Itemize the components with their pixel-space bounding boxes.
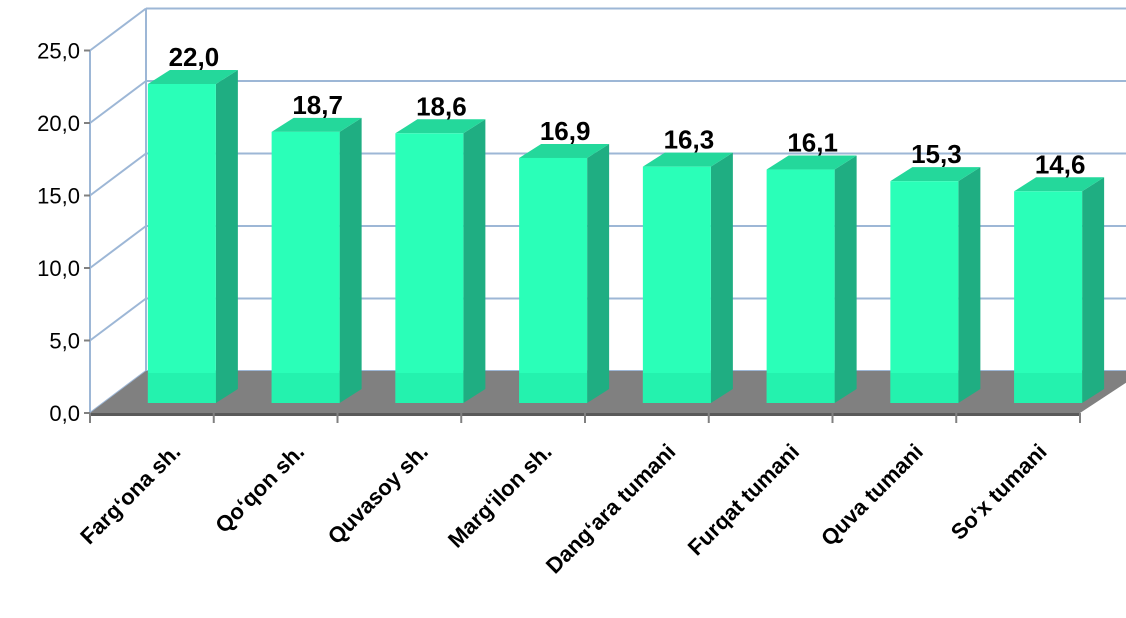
bar-top bbox=[1014, 177, 1105, 192]
data-label: 22,0 bbox=[169, 42, 220, 72]
bar-base-shade bbox=[147, 373, 216, 403]
bar-side bbox=[463, 119, 486, 404]
bar-front bbox=[395, 133, 464, 404]
bar-side bbox=[710, 152, 733, 403]
bar-top bbox=[147, 70, 238, 84]
bar-base-shade bbox=[395, 373, 464, 403]
y-tick-label: 5,0 bbox=[49, 329, 80, 354]
x-axis: Farg‘ona sh. Qo‘qon sh. Quvasoy sh. Marg‘il… bbox=[75, 413, 1081, 579]
data-label: 18,7 bbox=[292, 90, 343, 120]
category-label: So‘x tumani bbox=[946, 439, 1052, 545]
data-label: 16,3 bbox=[664, 125, 715, 155]
bar-front bbox=[642, 166, 711, 403]
bar-side bbox=[587, 143, 610, 403]
y-tick-label: 15,0 bbox=[37, 184, 80, 209]
bar-top bbox=[519, 143, 610, 158]
bar bbox=[271, 117, 362, 403]
y-tick-label: 20,0 bbox=[37, 111, 80, 136]
side-wall-gridline bbox=[89, 152, 147, 197]
category-label: Dang‘ara tumani bbox=[541, 439, 681, 579]
category-label: Farg‘ona sh. bbox=[75, 439, 185, 549]
y-axis: 0,0 5,0 10,0 15,0 20,0 25,0 bbox=[37, 39, 90, 426]
bar-base-shade bbox=[519, 373, 588, 403]
bar-front bbox=[1014, 191, 1083, 403]
data-labels: 22,0 18,7 18,6 16,9 16,3 16,1 15,3 14,6 bbox=[169, 42, 1086, 179]
y-tick-label: 25,0 bbox=[37, 39, 80, 64]
bar bbox=[519, 143, 610, 403]
bar-side bbox=[339, 117, 362, 403]
bar-base-shade bbox=[642, 373, 711, 403]
bar-front bbox=[890, 181, 959, 403]
category-label: Qo‘qon sh. bbox=[210, 439, 309, 538]
bar bbox=[766, 155, 857, 403]
bar-front bbox=[766, 169, 835, 403]
data-label: 18,6 bbox=[416, 91, 467, 121]
bar bbox=[890, 167, 981, 403]
side-wall-gridline bbox=[89, 297, 147, 342]
data-label: 14,6 bbox=[1035, 149, 1086, 179]
side-wall-gridline bbox=[89, 7, 147, 52]
bar-side bbox=[1082, 177, 1105, 403]
bar-front bbox=[519, 157, 588, 403]
data-label: 16,1 bbox=[787, 128, 838, 158]
bar bbox=[642, 152, 733, 403]
category-label: Quva tumani bbox=[816, 439, 928, 551]
bar bbox=[147, 70, 238, 403]
bar-front bbox=[147, 84, 216, 403]
bar-top bbox=[766, 155, 857, 170]
data-label: 16,9 bbox=[540, 116, 591, 146]
data-label: 15,3 bbox=[911, 139, 962, 169]
bar-top bbox=[642, 152, 733, 167]
bar-top bbox=[395, 119, 486, 134]
bar-front bbox=[271, 131, 340, 403]
category-label: Furqat tumani bbox=[683, 439, 804, 560]
bar-top bbox=[890, 167, 981, 182]
bar bbox=[395, 119, 486, 404]
category-label: Marg‘ilon sh. bbox=[443, 439, 557, 553]
bar-base-shade bbox=[1014, 373, 1083, 403]
side-wall-gridline bbox=[89, 225, 147, 269]
bar-top bbox=[271, 117, 362, 132]
bar-side bbox=[958, 167, 981, 403]
category-label: Quvasoy sh. bbox=[323, 439, 433, 549]
side-wall-gridline bbox=[89, 80, 147, 124]
y-tick-label: 10,0 bbox=[37, 256, 80, 281]
y-tick-label: 0,0 bbox=[49, 401, 80, 426]
bar-side bbox=[215, 70, 238, 403]
bar bbox=[1014, 177, 1105, 403]
bar-base-shade bbox=[766, 373, 835, 403]
bar-series bbox=[147, 70, 1105, 404]
bar-base-shade bbox=[890, 373, 959, 403]
bar-base-shade bbox=[271, 373, 340, 403]
bar-side bbox=[834, 155, 857, 403]
